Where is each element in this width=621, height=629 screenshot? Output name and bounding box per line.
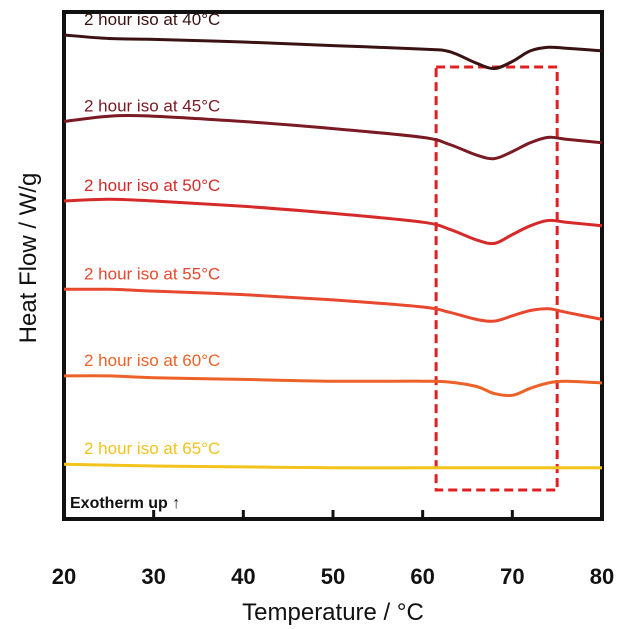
series-line bbox=[63, 374, 603, 398]
x-axis-title: Temperature / °C bbox=[242, 599, 424, 626]
exotherm-annotation: Exotherm up ↑ bbox=[70, 495, 180, 512]
x-tick-label: 70 bbox=[500, 564, 524, 589]
x-axis-ticks: 20 30 40 50 60 70 80 bbox=[52, 510, 614, 589]
x-tick-label: 80 bbox=[590, 564, 614, 589]
series-label: 2 hour iso at 50°C bbox=[84, 176, 220, 195]
series-line bbox=[63, 287, 603, 323]
series-label: 2 hour iso at 60°C bbox=[84, 351, 220, 370]
series-label: 2 hour iso at 40°C bbox=[84, 10, 220, 29]
x-tick-label: 40 bbox=[231, 564, 255, 589]
highlight-box bbox=[434, 65, 559, 492]
series-group: 2 hour iso at 40°C 2 hour iso at 45°C 2 ho… bbox=[63, 10, 603, 470]
series-line bbox=[63, 462, 602, 470]
x-tick-label: 50 bbox=[321, 564, 345, 589]
x-tick-label: 30 bbox=[141, 564, 165, 589]
series-label: 2 hour iso at 45°C bbox=[84, 97, 220, 116]
series-line bbox=[63, 197, 603, 246]
x-tick-label: 60 bbox=[410, 564, 434, 589]
y-axis-title: Heat Flow / W/g bbox=[15, 173, 42, 344]
x-tick-label: 20 bbox=[52, 564, 76, 589]
series-line bbox=[63, 33, 603, 71]
series-label: 2 hour iso at 65°C bbox=[84, 439, 220, 458]
series-line bbox=[63, 114, 603, 161]
series-label: 2 hour iso at 55°C bbox=[84, 264, 220, 283]
